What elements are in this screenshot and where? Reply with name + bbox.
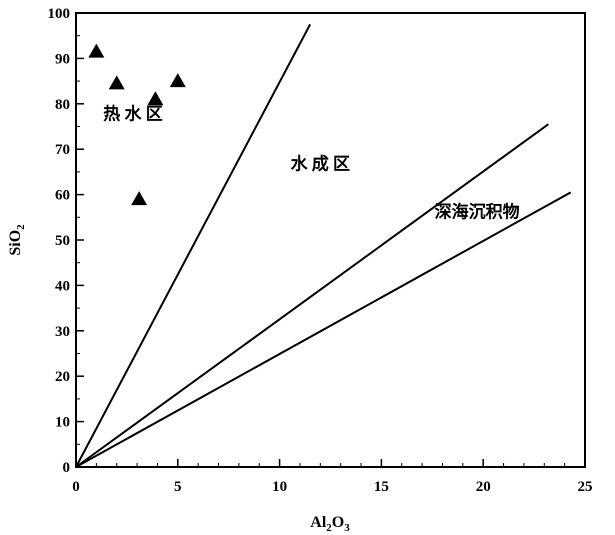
x-axis-ticks: 0 5 10 15 20 25 [72,459,593,495]
y-tick-label: 60 [55,188,70,204]
plot-frame [75,12,586,468]
x-tick-label: 0 [72,479,80,495]
triangle-point [88,43,105,58]
y-axis-ticks: 0 10 20 30 40 50 60 70 80 90 100 [48,6,84,476]
x-tick-label: 10 [272,479,287,495]
x-tick-label: 5 [174,479,182,495]
triangle-point [131,191,148,206]
y-tick-label: 30 [55,324,70,340]
x-axis-title: Al2O3 [310,514,350,534]
x-tick-label: 20 [476,479,491,495]
triangle-point [108,75,125,90]
x-tick-label: 15 [374,479,389,495]
y-tick-label: 20 [55,369,70,385]
region-label: 热 水 区 [103,104,163,124]
y-tick-label: 100 [48,6,71,22]
y-tick-label: 90 [55,51,70,67]
x-tick-label: 25 [578,479,593,495]
boundary-line [75,123,549,468]
triangle-point [147,91,164,106]
boundary-line [75,191,572,468]
boundary-line [75,23,312,468]
y-tick-label: 40 [55,278,70,294]
y-tick-label: 70 [55,142,70,158]
y-tick-label: 50 [55,233,70,249]
y-axis-title: SiO2 [7,224,27,256]
y-tick-label: 10 [55,415,70,431]
region-label: 深海沉积物 [435,201,520,221]
data-points [88,43,186,206]
boundary-lines [75,23,572,468]
y-tick-label: 80 [55,97,70,113]
region-label: 水 成 区 [291,154,351,174]
triangle-point [169,73,186,88]
y-tick-label: 0 [63,460,71,476]
